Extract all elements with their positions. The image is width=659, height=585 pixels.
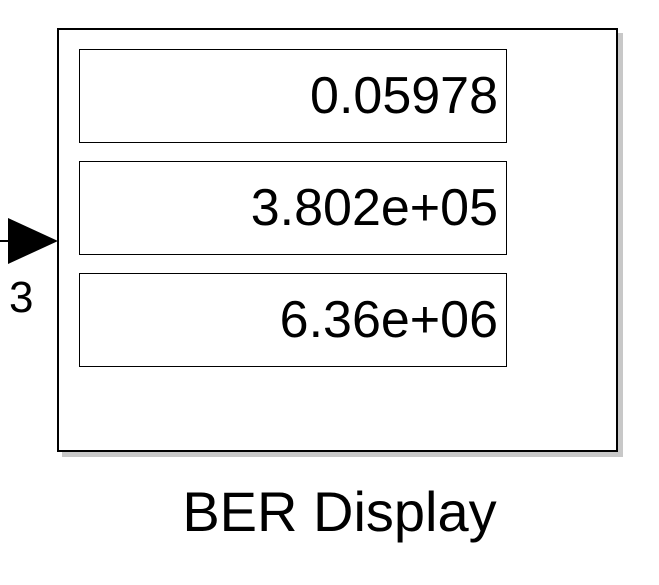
error-rate-display: 0.05978 [79, 49, 507, 143]
error-count-display: 3.802e+05 [79, 161, 507, 255]
input-port-arrow-icon[interactable] [8, 218, 58, 264]
input-port-number: 3 [9, 273, 34, 322]
symbol-count-value: 6.36e+06 [279, 291, 498, 349]
block-name-label[interactable]: BER Display [182, 480, 497, 543]
symbol-count-display: 6.36e+06 [79, 273, 507, 367]
input-signal-line[interactable] [0, 240, 12, 242]
error-rate-value: 0.05978 [310, 67, 498, 125]
error-count-value: 3.802e+05 [250, 179, 498, 237]
ber-display-block[interactable]: 0.05978 3.802e+05 6.36e+06 [57, 28, 618, 452]
